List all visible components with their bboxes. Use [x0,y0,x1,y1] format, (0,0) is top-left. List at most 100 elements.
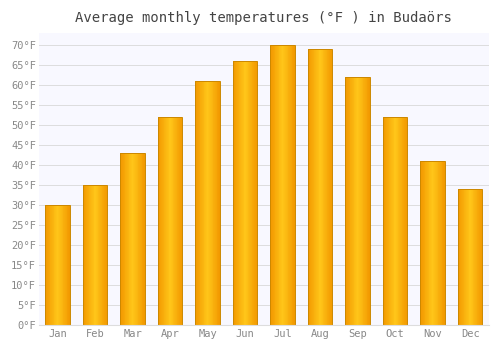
Bar [236,61,237,325]
Bar [423,161,424,325]
Bar [346,77,370,325]
Bar [398,117,399,325]
Bar [480,189,482,325]
Bar [420,161,445,325]
Bar [428,161,430,325]
Bar [464,189,466,325]
Bar [127,153,128,325]
Bar [242,61,244,325]
Bar [352,77,353,325]
Bar [387,117,388,325]
Bar [427,161,428,325]
Bar [91,185,92,325]
Bar [90,185,91,325]
Bar [434,161,435,325]
Bar [48,205,50,325]
Bar [50,205,51,325]
Bar [120,153,122,325]
Bar [321,49,322,325]
Bar [369,77,370,325]
Bar [248,61,249,325]
Bar [317,49,318,325]
Bar [171,117,172,325]
Bar [210,81,211,325]
Bar [163,117,164,325]
Bar [361,77,362,325]
Bar [435,161,436,325]
Bar [139,153,140,325]
Bar [197,81,198,325]
Bar [196,81,220,325]
Bar [167,117,168,325]
Bar [284,45,285,325]
Bar [215,81,216,325]
Bar [206,81,207,325]
Bar [136,153,138,325]
Bar [47,205,48,325]
Bar [159,117,160,325]
Bar [218,81,219,325]
Bar [120,153,145,325]
Title: Average monthly temperatures (°F ) in Budaörs: Average monthly temperatures (°F ) in Bu… [76,11,452,25]
Bar [245,61,246,325]
Bar [274,45,276,325]
Bar [328,49,329,325]
Bar [330,49,332,325]
Bar [233,61,234,325]
Bar [196,81,197,325]
Bar [294,45,295,325]
Bar [62,205,64,325]
Bar [255,61,256,325]
Bar [360,77,361,325]
Bar [201,81,202,325]
Bar [57,205,58,325]
Bar [142,153,143,325]
Bar [282,45,284,325]
Bar [458,189,459,325]
Bar [270,45,295,325]
Bar [175,117,176,325]
Bar [436,161,438,325]
Bar [404,117,405,325]
Bar [251,61,252,325]
Bar [280,45,281,325]
Bar [240,61,241,325]
Bar [216,81,218,325]
Bar [97,185,98,325]
Bar [386,117,387,325]
Bar [355,77,356,325]
Bar [324,49,325,325]
Bar [200,81,201,325]
Bar [320,49,321,325]
Bar [366,77,368,325]
Bar [126,153,127,325]
Bar [438,161,439,325]
Bar [124,153,126,325]
Bar [58,205,59,325]
Bar [96,185,97,325]
Bar [351,77,352,325]
Bar [391,117,392,325]
Bar [46,205,47,325]
Bar [353,77,354,325]
Bar [443,161,444,325]
Bar [395,117,396,325]
Bar [94,185,95,325]
Bar [293,45,294,325]
Bar [313,49,314,325]
Bar [278,45,280,325]
Bar [440,161,441,325]
Bar [52,205,53,325]
Bar [308,49,332,325]
Bar [46,205,70,325]
Bar [198,81,200,325]
Bar [99,185,100,325]
Bar [478,189,479,325]
Bar [277,45,278,325]
Bar [444,161,445,325]
Bar [219,81,220,325]
Bar [384,117,386,325]
Bar [442,161,443,325]
Bar [247,61,248,325]
Bar [322,49,324,325]
